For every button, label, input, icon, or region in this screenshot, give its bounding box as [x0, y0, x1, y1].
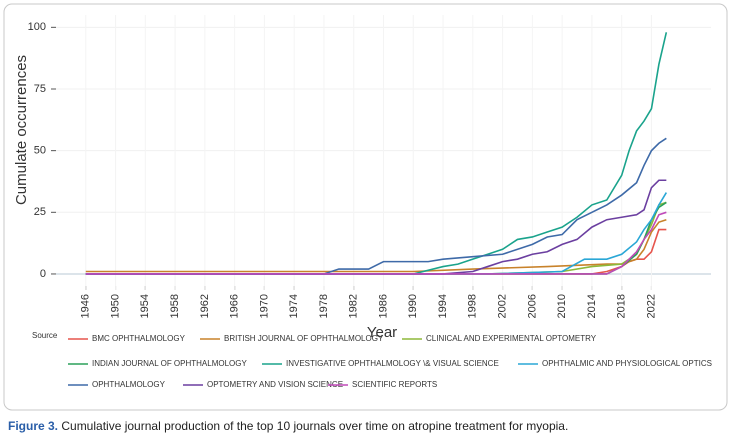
legend-title: Source — [32, 331, 58, 340]
series-line — [85, 192, 668, 275]
x-tick-label: 1982 — [348, 294, 360, 318]
series-line — [85, 137, 667, 275]
y-tick-label: 50 — [34, 145, 46, 157]
x-tick-label: 2010 — [556, 294, 568, 318]
caption-text: Cumulative journal production of the top… — [58, 419, 569, 433]
x-tick-label: 1966 — [229, 294, 241, 318]
x-tick-label: 1986 — [377, 294, 389, 318]
series-line — [85, 218, 667, 273]
legend-label: BRITISH JOURNAL OF OPHTHALMOLOGY — [224, 334, 384, 343]
y-tick-label: 100 — [28, 21, 46, 33]
x-tick-label: 1950 — [109, 294, 121, 318]
y-tick-label: 75 — [34, 83, 46, 95]
x-tick-label: 1998 — [467, 294, 479, 318]
x-tick-label: 2006 — [526, 294, 538, 318]
x-tick-label: 1974 — [288, 294, 300, 318]
series-line — [85, 32, 668, 275]
legend-label: SCIENTIFIC REPORTS — [352, 380, 437, 389]
x-tick-label: 1970 — [258, 294, 270, 318]
legend-label: OPHTHALMOLOGY — [92, 380, 166, 389]
x-tick-label: 2018 — [616, 294, 628, 318]
x-tick-label: 1954 — [139, 294, 151, 318]
series-line — [85, 228, 667, 275]
frame — [3, 3, 728, 411]
legend-label: OPTOMETRY AND VISION SCIENCE — [207, 380, 343, 389]
legend-label: OPHTHALMIC AND PHYSIOLOGICAL OPTICS — [542, 359, 712, 368]
legend-label: CLINICAL AND EXPERIMENTAL OPTOMETRY — [426, 334, 597, 343]
x-tick-label: 1994 — [437, 294, 449, 318]
x-tick-label: 1978 — [318, 294, 330, 318]
legend-label: INVESTIGATIVE OPHTHALMOLOGY \& VISUAL SC… — [286, 359, 499, 368]
x-tick-label: 1946 — [80, 294, 92, 318]
x-tick-label: 1962 — [199, 294, 211, 318]
series-line — [85, 211, 667, 275]
y-axis-title: Cumulate occurrences — [13, 55, 30, 205]
chart: Cumulate occurrences Year Source 0 25 50 75… — [3, 3, 728, 411]
x-tick-label: 2002 — [496, 294, 508, 318]
series-line — [85, 179, 667, 275]
x-tick-label: 2014 — [586, 294, 598, 318]
y-tick-label: 0 — [40, 268, 46, 280]
x-tick-label: 2022 — [645, 294, 657, 318]
legend-label: INDIAN JOURNAL OF OPHTHALMOLOGY — [92, 359, 248, 368]
caption-label: Figure 3. — [8, 419, 59, 433]
legend-label: BMC OPHTHALMOLOGY — [92, 334, 186, 343]
x-tick-label: 1958 — [169, 294, 181, 318]
caption: Figure 3. Cumulative journal production … — [8, 419, 568, 433]
x-tick-label: 1990 — [407, 294, 419, 318]
y-tick-label: 25 — [34, 206, 46, 218]
x-axis-title: Year — [367, 324, 397, 341]
